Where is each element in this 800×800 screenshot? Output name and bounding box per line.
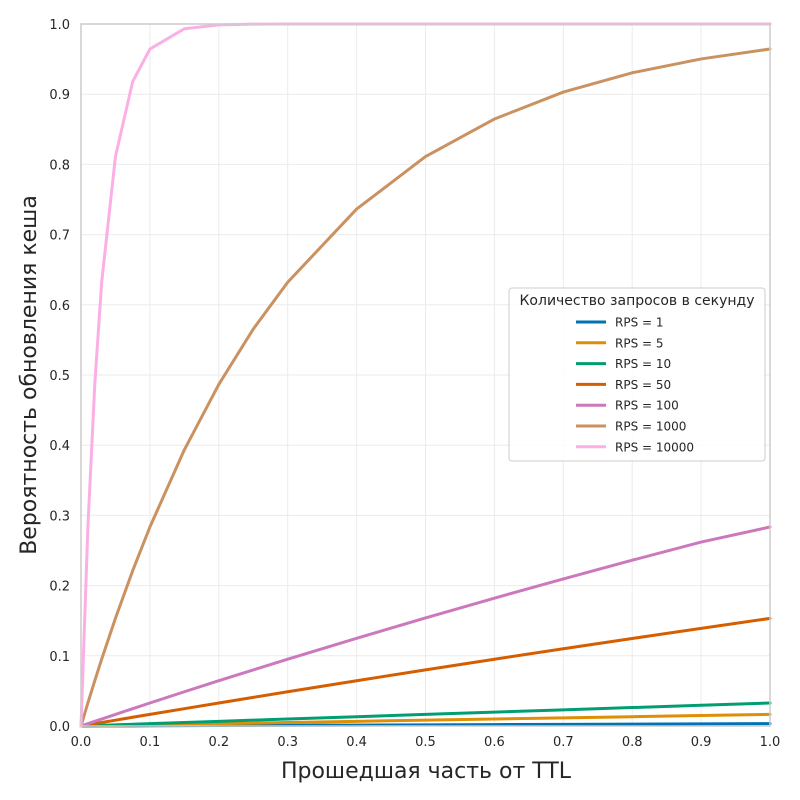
x-tick-label: 0.8 xyxy=(622,735,643,750)
legend-label-6: RPS = 1000 xyxy=(615,420,686,434)
x-tick-label: 0.3 xyxy=(277,735,298,750)
legend-label-7: RPS = 10000 xyxy=(615,440,694,454)
series-line-5 xyxy=(79,525,772,728)
legend-label-1: RPS = 1 xyxy=(615,316,664,330)
x-tick-label: 0.4 xyxy=(346,735,367,750)
y-axis-ticks: 0.0 0.1 0.2 0.3 0.4 0.5 0.6 0.7 0.8 0.9 1.0 xyxy=(49,18,70,735)
legend-title: Количество запросов в секунду xyxy=(519,293,754,309)
y-tick-label: 0.5 xyxy=(49,369,70,384)
y-tick-label: 0.8 xyxy=(49,158,70,173)
y-tick-label: 0.0 xyxy=(49,720,70,735)
x-axis-ticks: 0.0 0.1 0.2 0.3 0.4 0.5 0.6 0.7 0.8 0.9 1.0 xyxy=(71,735,781,750)
series-line-4 xyxy=(79,616,772,728)
x-tick-label: 0.1 xyxy=(140,735,161,750)
legend-label-3: RPS = 10 xyxy=(615,357,671,371)
y-tick-label: 0.1 xyxy=(49,650,70,665)
series-line-6 xyxy=(79,47,772,728)
legend-box xyxy=(508,287,766,462)
y-tick-label: 0.4 xyxy=(49,439,70,454)
x-tick-label: 0.0 xyxy=(71,735,92,750)
legend-entries: RPS = 1 RPS = 5 RPS = 10 RPS = 50 RPS = 100 R… xyxy=(576,316,694,454)
y-tick-label: 0.3 xyxy=(49,509,70,524)
y-tick-label: 0.7 xyxy=(49,229,70,244)
legend-label-4: RPS = 50 xyxy=(615,378,671,392)
y-tick-label: 0.6 xyxy=(49,299,70,314)
x-tick-label: 0.6 xyxy=(484,735,505,750)
plot-frame xyxy=(80,23,771,727)
y-tick-label: 0.9 xyxy=(49,88,70,103)
x-axis-title: Прошедшая часть от TTL xyxy=(281,759,572,784)
x-tick-label: 0.7 xyxy=(553,735,574,750)
x-tick-label: 0.2 xyxy=(208,735,229,750)
legend: Количество запросов в секунду RPS = 1RPS… xyxy=(508,287,766,462)
x-tick-label: 0.5 xyxy=(415,735,436,750)
y-tick-label: 1.0 xyxy=(49,18,70,33)
legend-label-5: RPS = 100 xyxy=(615,399,679,413)
y-axis-title: Вероятность обновления кеша xyxy=(17,195,42,555)
y-tick-label: 0.2 xyxy=(49,580,70,595)
x-tick-label: 1.0 xyxy=(760,735,781,750)
legend-label-2: RPS = 5 xyxy=(615,336,664,350)
x-tick-label: 0.9 xyxy=(691,735,712,750)
